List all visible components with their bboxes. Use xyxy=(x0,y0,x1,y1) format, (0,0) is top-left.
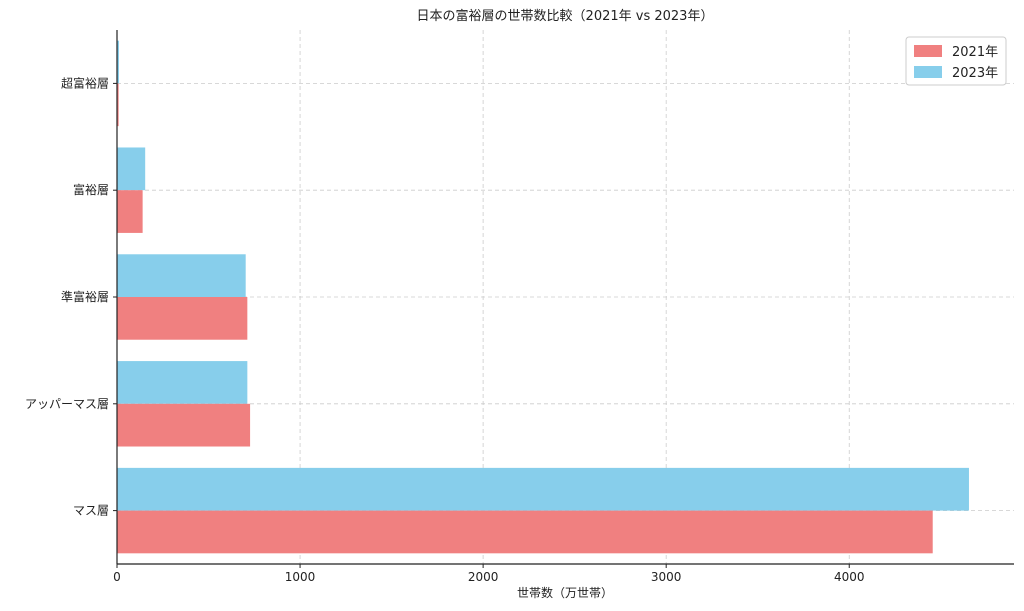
category-label: 富裕層 xyxy=(73,182,109,197)
x-tick-label: 0 xyxy=(113,570,121,584)
category-label: 超富裕層 xyxy=(61,75,109,90)
bar-2023 xyxy=(117,361,248,404)
x-tick-label: 2000 xyxy=(468,570,499,584)
x-tick-label: 4000 xyxy=(834,570,865,584)
category-label: マス層 xyxy=(73,504,109,518)
bar-2021 xyxy=(117,403,251,447)
bar-2021 xyxy=(117,510,933,554)
bar-2021 xyxy=(117,83,119,127)
bars xyxy=(117,40,969,554)
bar-2023 xyxy=(117,147,146,191)
category-label: アッパーマス層 xyxy=(25,397,109,411)
legend: 2021年 2023年 xyxy=(905,36,1007,86)
bar-2023 xyxy=(117,467,969,511)
category-label: 準富裕層 xyxy=(61,289,109,304)
x-tick-label: 1000 xyxy=(285,570,316,584)
legend-swatch xyxy=(914,66,942,78)
x-axis-label: 世帯数（万世帯） xyxy=(517,585,613,600)
bar-2021 xyxy=(117,297,248,340)
bar-2023 xyxy=(117,40,120,84)
legend-swatch xyxy=(914,45,942,57)
legend-label: 2023年 xyxy=(952,66,998,81)
bar-2023 xyxy=(117,254,246,297)
bar-2021 xyxy=(117,190,143,233)
ticks: 0 1000 2000 3000 4000 xyxy=(113,82,865,584)
chart-title: 日本の富裕層の世帯数比較（2021年 vs 2023年） xyxy=(417,8,714,24)
x-tick-label: 3000 xyxy=(651,570,682,584)
legend-label: 2021年 xyxy=(952,45,998,60)
